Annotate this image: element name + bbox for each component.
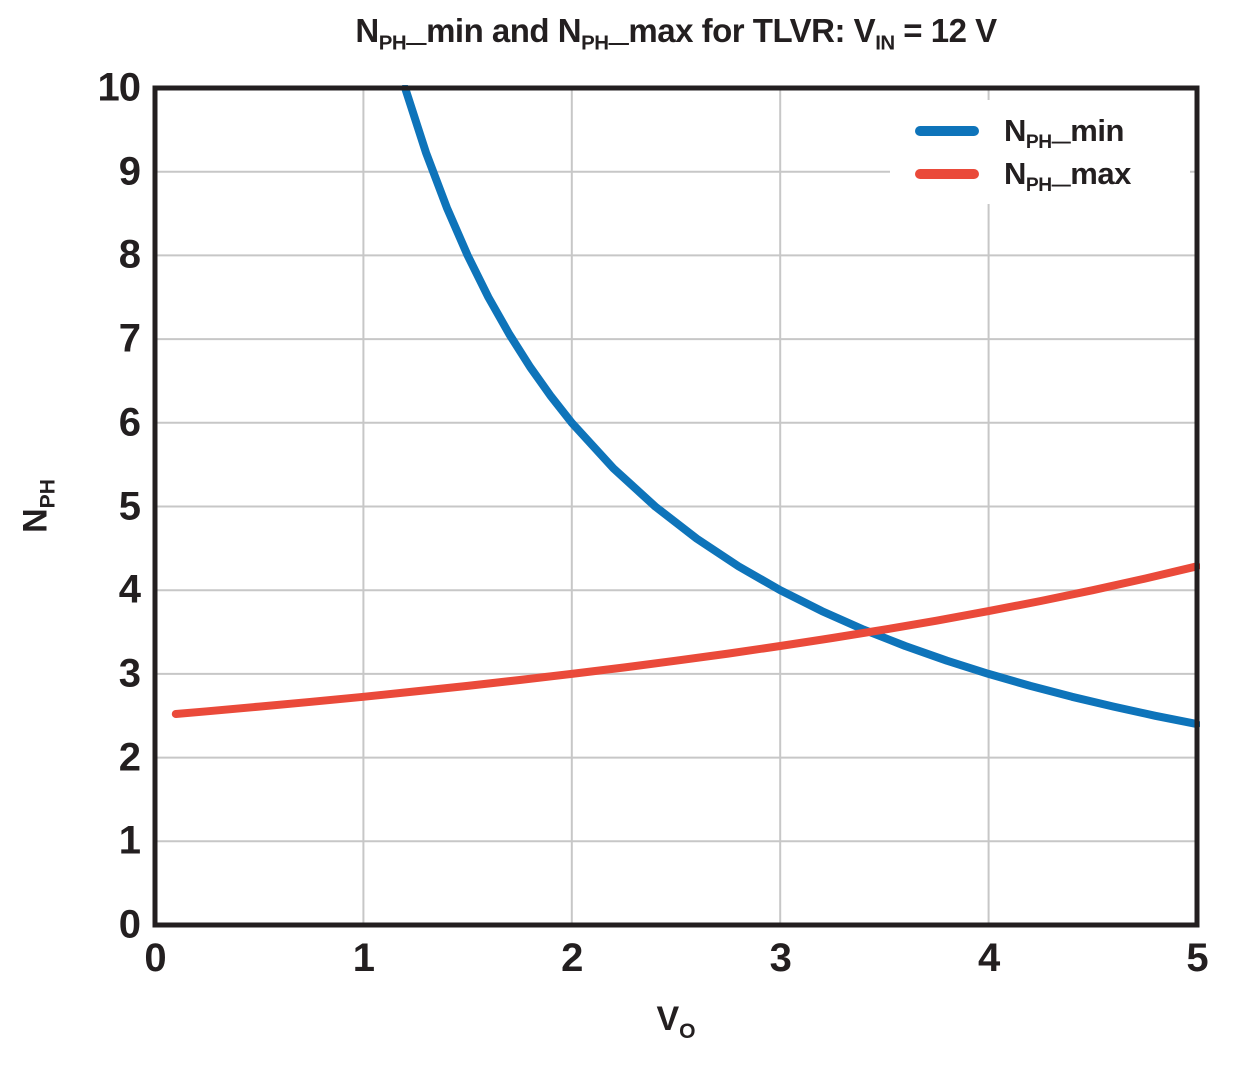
label-text: V [656,1000,680,1038]
y-tick-label: 8 [118,232,141,277]
legend-label-0: NPH—min [1004,113,1124,152]
y-tick-label: 1 [118,818,141,863]
y-axis-label: NPH [16,479,60,533]
y-tick-label: 9 [118,149,141,194]
label-subscript: PH— [1025,175,1071,197]
y-tick-label: 0 [118,902,141,947]
curve-n_ph_max [171,562,1200,718]
label-text: max for TLVR: V [628,12,876,49]
label-subscript: PH— [378,31,427,55]
x-tick-label: 2 [561,936,583,980]
plot-frame [152,85,1200,928]
y-tick-label: 4 [118,567,141,612]
label-subscript: PH [36,479,60,509]
label-text: N [355,12,379,49]
legend-label-1: NPH—max [1004,156,1131,195]
x-tick-label: 1 [352,936,375,980]
label-subscript: PH— [581,31,629,55]
y-tick-label: 3 [118,651,141,696]
x-tick-label: 5 [1186,936,1208,980]
chart-title: NPH—min and NPH—max for TLVR: VIN = 12 V [155,12,1197,53]
label-text: min and N [426,12,582,49]
y-tick-label: 2 [118,735,141,780]
y-tick-label: 6 [118,400,141,445]
label-text: max [1070,156,1131,191]
x-tick-label: 0 [144,936,166,980]
x-tick-label: 3 [769,936,792,980]
y-tick-label: 5 [118,484,141,528]
label-text: min [1070,113,1124,148]
y-tick-label: 7 [118,316,141,361]
label-subscript: IN [875,31,895,55]
label-text: N [1004,156,1026,191]
label-subscript: O [679,1019,696,1043]
label-subscript: PH— [1025,132,1071,154]
x-tick-label: 4 [977,936,1000,980]
y-tick-label: 10 [97,65,141,110]
x-axis-label: VO [155,1000,1197,1042]
legend-background [890,100,1190,204]
curve-n_ph_min [401,85,1200,729]
label-text: N [1004,113,1026,148]
label-text: = 12 V [894,12,997,49]
label-text: N [16,508,55,533]
